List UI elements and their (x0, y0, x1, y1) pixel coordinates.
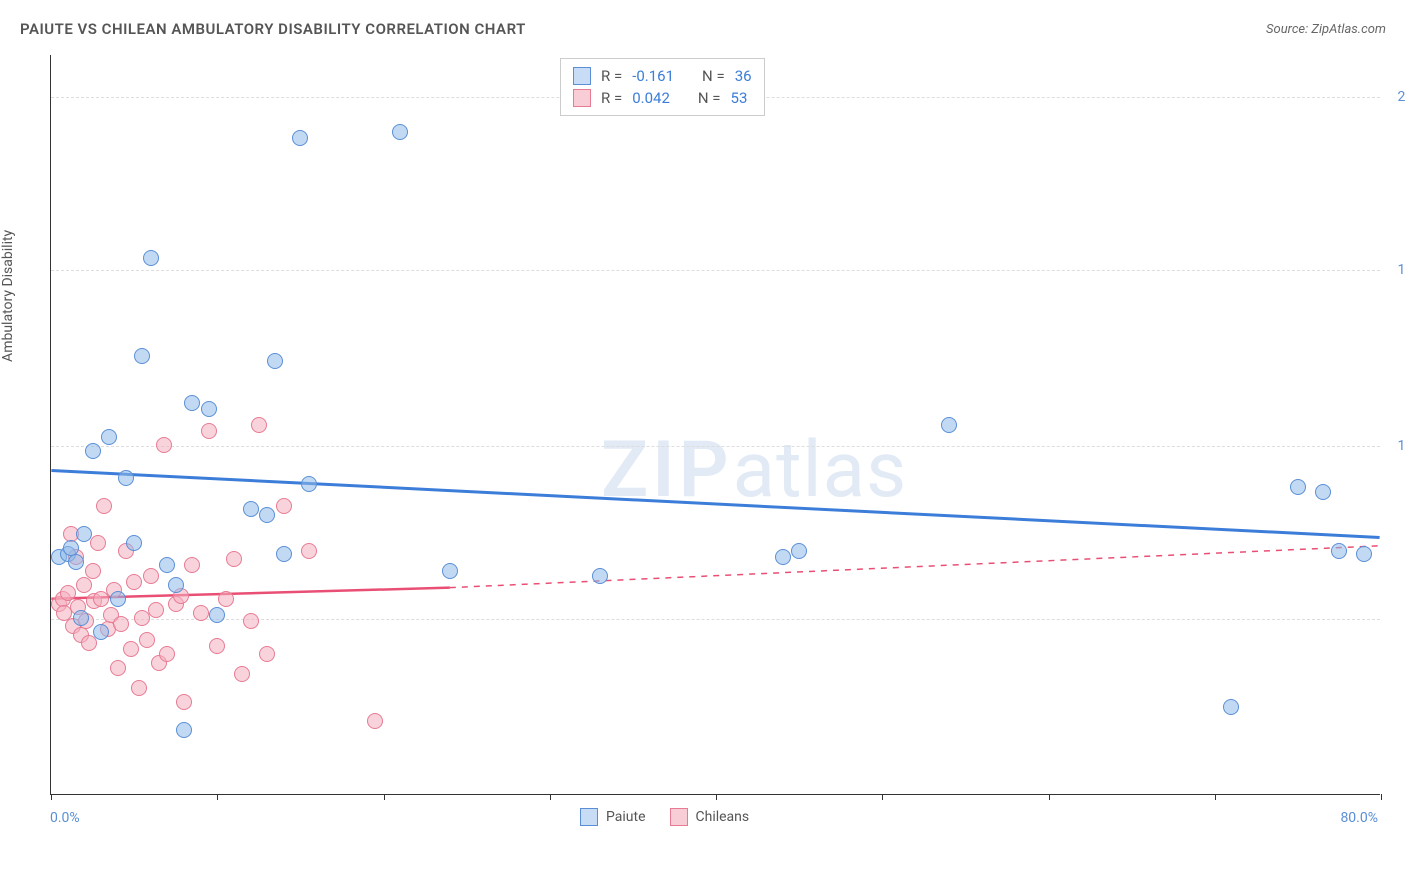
data-point (1315, 484, 1331, 500)
xtick (550, 794, 551, 800)
data-point (101, 429, 117, 445)
xtick (51, 794, 52, 800)
data-point (292, 130, 308, 146)
gridline (51, 446, 1380, 447)
data-point (267, 353, 283, 369)
data-point (159, 646, 175, 662)
data-point (168, 577, 184, 593)
xtick (1049, 794, 1050, 800)
data-point (113, 616, 129, 632)
data-point (301, 543, 317, 559)
data-point (1223, 699, 1239, 715)
legend-pink-label: Chileans (696, 809, 750, 825)
xtick (716, 794, 717, 800)
xtick (217, 794, 218, 800)
stat-n-blue: 36 (735, 67, 752, 85)
data-point (209, 607, 225, 623)
ytick-label: 25.0% (1397, 89, 1406, 105)
data-point (193, 605, 209, 621)
data-point (1331, 543, 1347, 559)
data-point (243, 501, 259, 517)
data-point (775, 549, 791, 565)
stat-n-label2: N = (698, 89, 721, 107)
x-min-label: 0.0% (50, 810, 80, 826)
source-label: Source: ZipAtlas.com (1266, 22, 1386, 37)
stat-n-label: N = (702, 67, 725, 85)
y-axis-label: Ambulatory Disability (0, 230, 16, 362)
data-point (143, 568, 159, 584)
data-point (259, 646, 275, 662)
legend-blue-icon (580, 808, 598, 826)
data-point (392, 124, 408, 140)
data-point (90, 535, 106, 551)
data-point (139, 632, 155, 648)
xtick (882, 794, 883, 800)
data-point (76, 577, 92, 593)
data-point (76, 526, 92, 542)
data-point (159, 557, 175, 573)
stat-n-pink: 53 (731, 89, 748, 107)
data-point (209, 638, 225, 654)
data-point (156, 437, 172, 453)
data-point (110, 591, 126, 607)
data-point (126, 574, 142, 590)
data-point (131, 680, 147, 696)
series-legend: Paiute Chileans (580, 808, 749, 826)
data-point (143, 250, 159, 266)
data-point (218, 591, 234, 607)
scatter-chart: ZIPatlas 6.3%12.5%18.8%25.0% (50, 55, 1380, 795)
data-point (276, 498, 292, 514)
data-point (68, 554, 84, 570)
xtick (1215, 794, 1216, 800)
legend-blue-label: Paiute (606, 809, 646, 825)
data-point (184, 395, 200, 411)
data-point (259, 507, 275, 523)
data-point (251, 417, 267, 433)
swatch-blue-icon (573, 67, 591, 85)
chart-title: PAIUTE VS CHILEAN AMBULATORY DISABILITY … (20, 20, 526, 38)
data-point (201, 401, 217, 417)
data-point (85, 443, 101, 459)
data-point (367, 713, 383, 729)
data-point (226, 551, 242, 567)
data-point (184, 557, 200, 573)
data-point (126, 535, 142, 551)
data-point (176, 722, 192, 738)
data-point (96, 498, 112, 514)
data-point (1290, 479, 1306, 495)
data-point (442, 563, 458, 579)
data-point (134, 348, 150, 364)
data-point (123, 641, 139, 657)
stats-legend: R = -0.161 N = 36 R = 0.042 N = 53 (560, 58, 765, 116)
data-point (93, 624, 109, 640)
data-point (941, 417, 957, 433)
data-point (592, 568, 608, 584)
data-point (85, 563, 101, 579)
data-point (148, 602, 164, 618)
data-point (110, 660, 126, 676)
stat-r-label2: R = (601, 89, 622, 107)
x-max-label: 80.0% (1340, 810, 1378, 826)
stat-r-blue: -0.161 (632, 67, 674, 85)
stat-r-pink: 0.042 (632, 89, 670, 107)
data-point (176, 694, 192, 710)
ytick-label: 12.5% (1397, 438, 1406, 454)
legend-pink-icon (670, 808, 688, 826)
data-point (118, 470, 134, 486)
swatch-pink-icon (573, 89, 591, 107)
data-point (201, 423, 217, 439)
data-point (243, 613, 259, 629)
xtick (384, 794, 385, 800)
gridline (51, 270, 1380, 271)
data-point (60, 585, 76, 601)
data-point (234, 666, 250, 682)
ytick-label: 18.8% (1397, 262, 1406, 278)
xtick (1381, 794, 1382, 800)
stat-r-label: R = (601, 67, 622, 85)
data-point (301, 476, 317, 492)
data-point (791, 543, 807, 559)
data-point (1356, 546, 1372, 562)
data-point (276, 546, 292, 562)
data-point (73, 610, 89, 626)
